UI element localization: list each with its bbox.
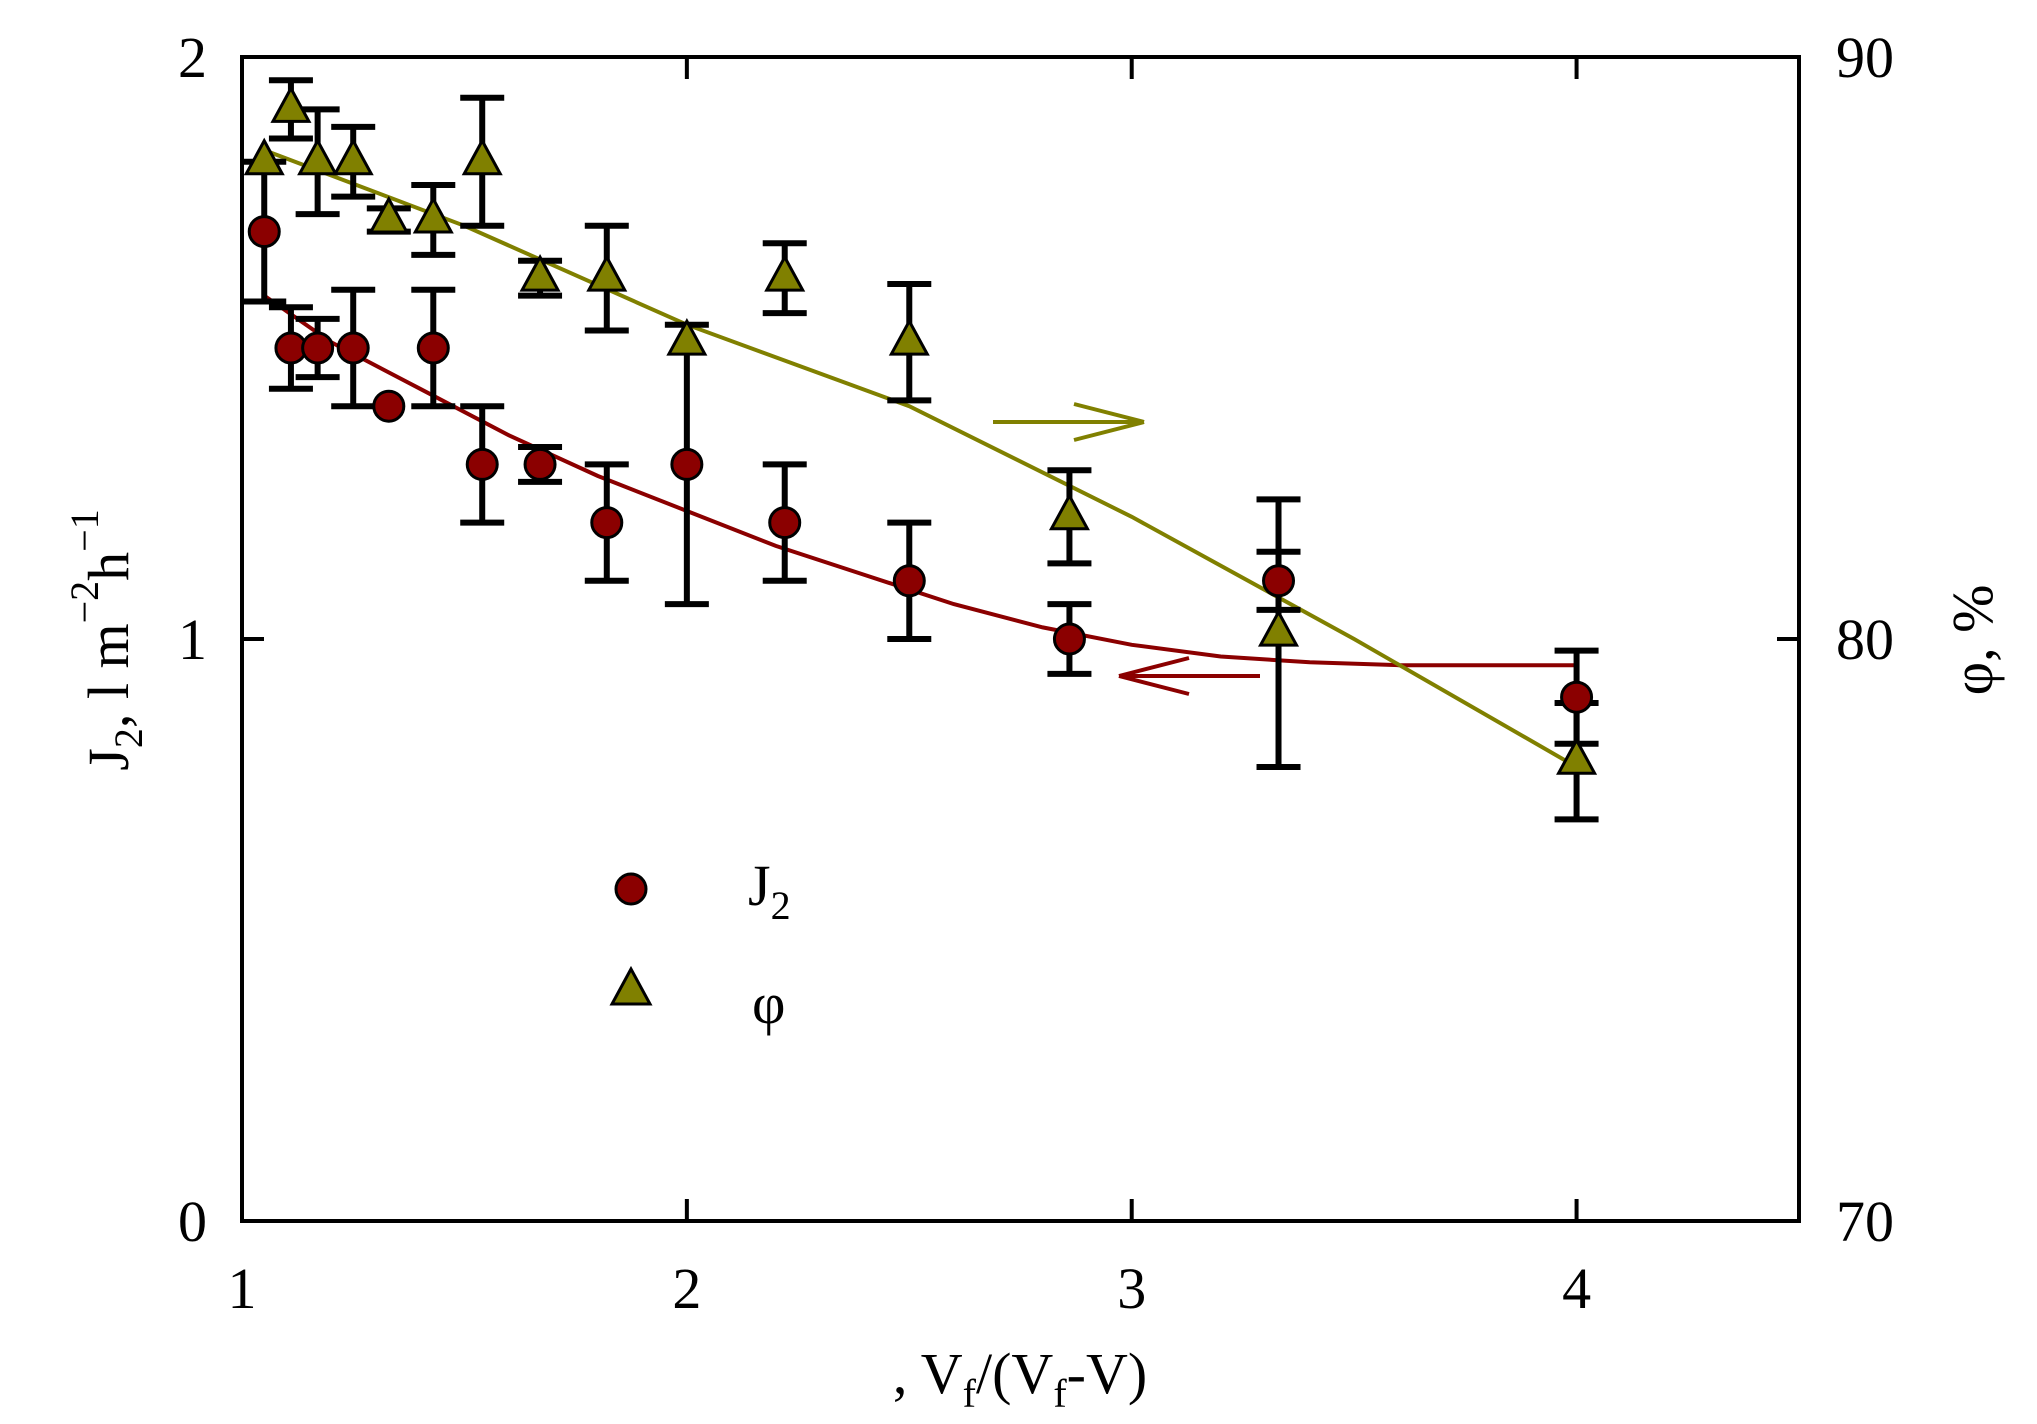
x-tick-label-3: 4	[1562, 1256, 1591, 1321]
j2-axis-arrow-head-upper	[1118, 656, 1190, 678]
x-tick-label-2: 3	[1117, 1256, 1146, 1321]
phi-fit-line	[263, 148, 1578, 769]
y-left-tick-label-2: 2	[178, 25, 207, 90]
y-right-tick-label-2: 90	[1836, 25, 1894, 90]
φ-point-5	[412, 195, 454, 234]
error-bars-layer	[242, 77, 1599, 823]
J2-point-0	[247, 215, 281, 249]
x-tick-label-0: 1	[228, 1256, 257, 1321]
φ-point-13	[1257, 609, 1300, 647]
J2-point-6	[465, 447, 499, 481]
x-axis-title: , Vf/(Vf-V)	[893, 1341, 1147, 1416]
J2-point-5	[416, 331, 450, 365]
x-tick-label-1: 2	[672, 1256, 701, 1321]
J2-point-14	[1560, 680, 1594, 714]
J2-point-10	[768, 506, 802, 540]
φ-point-4	[368, 195, 410, 234]
J2-point-11	[892, 564, 926, 598]
φ-point-12	[1048, 492, 1090, 531]
y-right-tick-label-1: 80	[1836, 607, 1894, 672]
J2-point-7	[523, 447, 557, 481]
J2-point-12	[1052, 622, 1086, 656]
y-left-tick-label-0: 0	[178, 1189, 207, 1254]
j2-axis-arrow-head-lower	[1118, 674, 1190, 696]
y-left-axis-title: J2, l m−2h−1	[62, 509, 151, 770]
y-left-tick-label-1: 1	[178, 607, 207, 672]
φ-point-6	[461, 137, 503, 176]
y-right-tick-label-0: 70	[1836, 1189, 1894, 1254]
φ-point-7	[519, 254, 561, 292]
legend-marker-phi	[609, 965, 653, 1006]
φ-point-1	[270, 85, 312, 123]
legend: J2 φ	[609, 853, 791, 1036]
φ-point-10	[764, 254, 806, 292]
arrows-layer	[993, 402, 1260, 696]
φ-point-14	[1556, 737, 1598, 775]
J2-point-9	[670, 447, 704, 481]
J2-point-4	[372, 389, 406, 423]
markers-layer	[243, 85, 1598, 775]
J2-point-3	[336, 331, 370, 365]
φ-point-8	[586, 254, 628, 292]
J2-point-2	[301, 331, 335, 365]
y-right-axis-title: φ, %	[1940, 585, 2005, 696]
legend-label-j2: J2	[748, 853, 791, 928]
φ-point-0	[243, 137, 285, 176]
φ-point-2	[297, 137, 339, 176]
φ-point-9	[666, 318, 708, 356]
φ-point-3	[332, 137, 374, 176]
legend-label-phi: φ	[752, 971, 785, 1036]
legend-marker-j2	[614, 872, 648, 906]
J2-point-13	[1262, 564, 1296, 598]
phi-axis-arrow-head-lower	[1073, 420, 1145, 442]
fit-curves-layer	[263, 148, 1578, 769]
phi-axis-arrow-head-upper	[1073, 402, 1145, 424]
J2-point-8	[590, 506, 624, 540]
φ-point-11	[888, 318, 930, 356]
tick-marks-layer	[240, 55, 1799, 1223]
